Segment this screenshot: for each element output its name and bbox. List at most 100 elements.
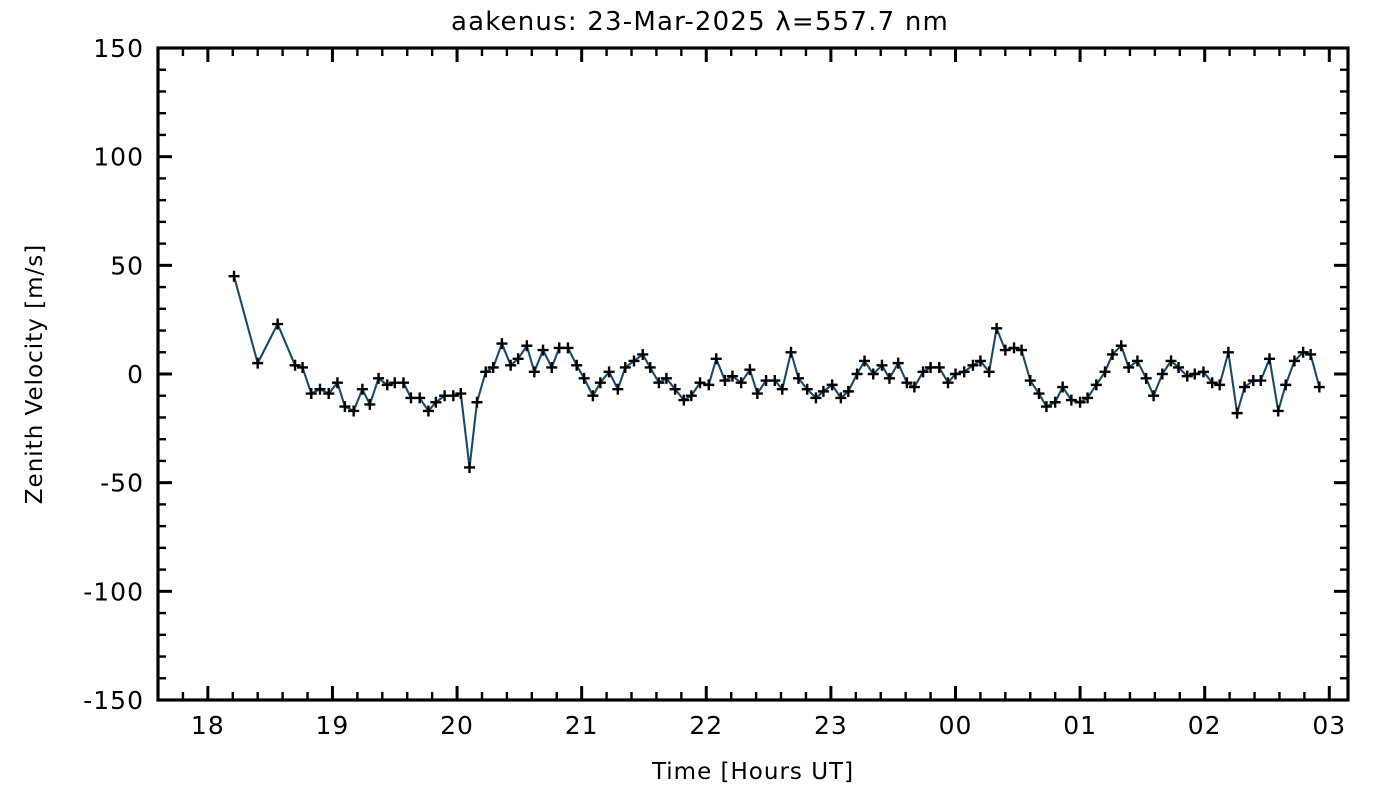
data-point-marker	[949, 368, 961, 380]
data-point-marker	[883, 372, 895, 384]
x-tick-label: 21	[565, 711, 599, 740]
data-point-marker	[1297, 346, 1309, 358]
data-point-marker	[1280, 379, 1292, 391]
data-point-marker	[1099, 366, 1111, 378]
data-point-marker	[414, 392, 426, 404]
data-point-marker	[859, 355, 871, 367]
data-point-marker	[1024, 375, 1036, 387]
data-point-marker	[669, 383, 681, 395]
data-point-marker	[1148, 390, 1160, 402]
data-point-marker	[842, 385, 854, 397]
data-point-marker	[364, 398, 376, 410]
data-point-marker	[1008, 342, 1020, 354]
data-point-marker	[496, 338, 508, 350]
plot-frame	[156, 46, 1350, 702]
data-point-marker	[619, 361, 631, 373]
axis-tick-labels: 18 19 20 21 22 23 00 01 02 03 150 100 50 0 -50 -100 -150	[83, 34, 1346, 740]
data-point-marker	[521, 340, 533, 352]
data-point-marker	[991, 322, 1003, 334]
y-axis-title: Zenith Velocity [m/s]	[22, 244, 48, 504]
y-tick-label: -150	[83, 686, 144, 715]
data-point-marker	[1090, 379, 1102, 391]
data-point-marker	[587, 390, 599, 402]
data-point-marker	[1040, 401, 1052, 413]
data-point-marker	[751, 388, 763, 400]
data-point-marker	[660, 372, 672, 384]
data-point-marker	[685, 390, 697, 402]
x-tick-label: 23	[814, 711, 848, 740]
data-point-marker	[422, 405, 434, 417]
data-point-marker	[653, 377, 665, 389]
data-point-marker	[801, 383, 813, 395]
data-point-marker	[447, 390, 459, 402]
data-point-marker	[694, 377, 706, 389]
data-point-marker	[1313, 381, 1325, 393]
data-point-marker	[876, 359, 888, 371]
y-tick-label: -100	[83, 577, 144, 606]
y-tick-label: -50	[100, 469, 144, 498]
data-series	[228, 270, 1325, 473]
data-point-marker	[1123, 361, 1135, 373]
data-point-marker	[603, 366, 615, 378]
data-point-marker	[1156, 368, 1168, 380]
chart-title: aakenus: 23-Mar-2025 λ=557.7 nm	[451, 7, 949, 37]
data-point-marker	[339, 401, 351, 413]
data-point-marker	[637, 348, 649, 360]
x-tick-label: 00	[939, 711, 973, 740]
data-point-marker	[612, 383, 624, 395]
data-point-marker	[1065, 394, 1077, 406]
y-tick-label: 0	[127, 360, 144, 389]
data-point-marker	[719, 375, 731, 387]
data-point-marker	[594, 377, 606, 389]
data-point-marker	[892, 357, 904, 369]
data-point-marker	[826, 379, 838, 391]
data-point-marker	[735, 377, 747, 389]
data-point-marker	[744, 364, 756, 376]
x-tick-label: 01	[1063, 711, 1097, 740]
y-tick-label: 150	[93, 34, 144, 63]
x-tick-label: 03	[1312, 711, 1346, 740]
data-point-marker	[1165, 355, 1177, 367]
data-point-marker	[1115, 340, 1127, 352]
data-point-marker	[1140, 372, 1152, 384]
data-point-marker	[455, 388, 467, 400]
data-point-marker	[1189, 368, 1201, 380]
data-point-marker	[628, 355, 640, 367]
data-point-marker	[785, 346, 797, 358]
data-point-marker	[1231, 407, 1243, 419]
x-tick-label: 22	[689, 711, 723, 740]
x-axis-title: Time [Hours UT]	[651, 759, 854, 785]
data-point-marker	[1239, 381, 1251, 393]
data-point-marker	[252, 357, 264, 369]
y-tick-label: 50	[110, 251, 144, 280]
data-point-marker	[331, 377, 343, 389]
data-point-marker	[999, 344, 1011, 356]
data-point-marker	[305, 388, 317, 400]
data-point-marker	[644, 361, 656, 373]
data-point-marker	[571, 359, 583, 371]
axis-ticks	[158, 46, 1348, 702]
data-point-marker	[297, 361, 309, 373]
data-point-marker	[703, 379, 715, 391]
data-point-marker	[464, 461, 476, 473]
data-point-marker	[867, 368, 879, 380]
data-point-marker	[1181, 370, 1193, 382]
data-point-marker	[710, 353, 722, 365]
data-point-marker	[1255, 375, 1267, 387]
data-point-marker	[1057, 381, 1069, 393]
data-point-marker	[1288, 355, 1300, 367]
data-point-marker	[578, 372, 590, 384]
data-point-marker	[381, 379, 393, 391]
data-point-marker	[1082, 392, 1094, 404]
data-point-marker	[958, 366, 970, 378]
data-point-marker	[1272, 405, 1284, 417]
data-point-marker	[1173, 361, 1185, 373]
data-point-marker	[1016, 344, 1028, 356]
data-point-marker	[1214, 379, 1226, 391]
data-point-marker	[678, 394, 690, 406]
data-point-marker	[314, 383, 326, 395]
data-point-marker	[1222, 346, 1234, 358]
data-point-marker	[967, 359, 979, 371]
data-point-marker	[810, 392, 822, 404]
data-point-marker	[528, 366, 540, 378]
